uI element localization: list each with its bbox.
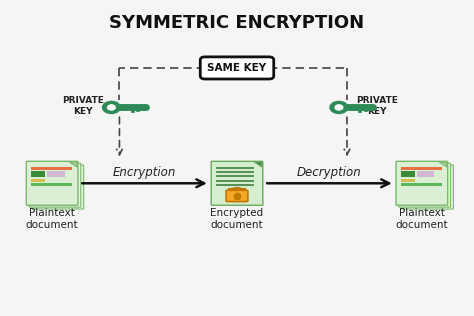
FancyBboxPatch shape xyxy=(27,161,78,205)
FancyBboxPatch shape xyxy=(32,165,84,209)
FancyBboxPatch shape xyxy=(399,163,451,207)
Polygon shape xyxy=(70,162,77,167)
FancyBboxPatch shape xyxy=(47,171,64,178)
Text: PRIVATE
KEY: PRIVATE KEY xyxy=(62,96,104,116)
Text: PRIVATE
KEY: PRIVATE KEY xyxy=(356,96,398,116)
Polygon shape xyxy=(439,162,447,167)
FancyBboxPatch shape xyxy=(201,57,274,79)
FancyBboxPatch shape xyxy=(401,183,442,186)
FancyBboxPatch shape xyxy=(417,171,434,178)
Text: Decryption: Decryption xyxy=(297,166,362,179)
Circle shape xyxy=(108,105,115,110)
FancyBboxPatch shape xyxy=(401,171,415,178)
FancyBboxPatch shape xyxy=(401,167,442,170)
Text: SAME KEY: SAME KEY xyxy=(208,63,266,73)
FancyBboxPatch shape xyxy=(31,183,72,186)
Polygon shape xyxy=(255,162,262,167)
FancyBboxPatch shape xyxy=(402,165,453,209)
Text: Encryption: Encryption xyxy=(113,166,176,179)
Circle shape xyxy=(335,105,343,110)
FancyBboxPatch shape xyxy=(31,171,46,178)
Circle shape xyxy=(103,102,120,113)
Text: Plaintext
document: Plaintext document xyxy=(26,209,79,230)
FancyBboxPatch shape xyxy=(396,161,447,205)
FancyBboxPatch shape xyxy=(226,190,248,202)
Circle shape xyxy=(330,102,347,113)
FancyBboxPatch shape xyxy=(401,179,415,181)
FancyBboxPatch shape xyxy=(211,161,263,205)
Text: Plaintext
document: Plaintext document xyxy=(395,209,448,230)
Text: SYMMETRIC ENCRYPTION: SYMMETRIC ENCRYPTION xyxy=(109,14,365,32)
FancyBboxPatch shape xyxy=(31,179,46,181)
FancyBboxPatch shape xyxy=(29,163,81,207)
FancyBboxPatch shape xyxy=(31,167,72,170)
Text: Encrypted
document: Encrypted document xyxy=(210,209,264,230)
